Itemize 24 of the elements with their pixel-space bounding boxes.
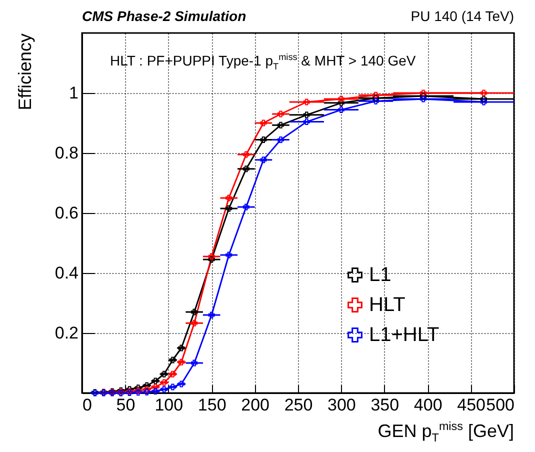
x-tick-label: 400	[414, 396, 442, 414]
x-tick-label: 50	[116, 396, 136, 414]
chart-subtitle: PU 140 (14 TeV)	[410, 8, 514, 24]
x-tick-label: 0	[82, 396, 92, 414]
y-tick-label: 0.2	[54, 324, 78, 342]
y-axis-title: Efficiency	[14, 34, 35, 110]
y-tick-label: 0.6	[54, 204, 78, 222]
y-tick-label: 0.8	[54, 144, 78, 162]
chart-title: CMS Phase-2 Simulation	[82, 8, 246, 24]
legend-label: L1	[369, 264, 392, 286]
y-tick-label: 0.4	[54, 264, 78, 282]
x-tick-label: 300	[328, 396, 356, 414]
legend-label: HLT	[369, 294, 406, 316]
x-tick-label: 350	[370, 396, 400, 414]
x-tick-label: 200	[241, 396, 270, 414]
x-tick-label: 250	[284, 396, 313, 414]
annotation: HLT : PF+PUPPI Type-1 p$_{T}$$^{miss}$ & MHT > 140 GeV	[110, 52, 416, 72]
x-tick-label: 150	[198, 396, 226, 414]
x-axis-title: GEN p$_{T}$$^{miss}$ [GeV]	[378, 420, 514, 445]
x-tick-label: 450	[457, 396, 486, 414]
x-tick-label: 500	[486, 396, 514, 414]
y-tick-label: 1	[69, 84, 78, 102]
x-tick-label: 100	[154, 396, 184, 414]
legend-label: L1+HLT	[369, 324, 440, 346]
